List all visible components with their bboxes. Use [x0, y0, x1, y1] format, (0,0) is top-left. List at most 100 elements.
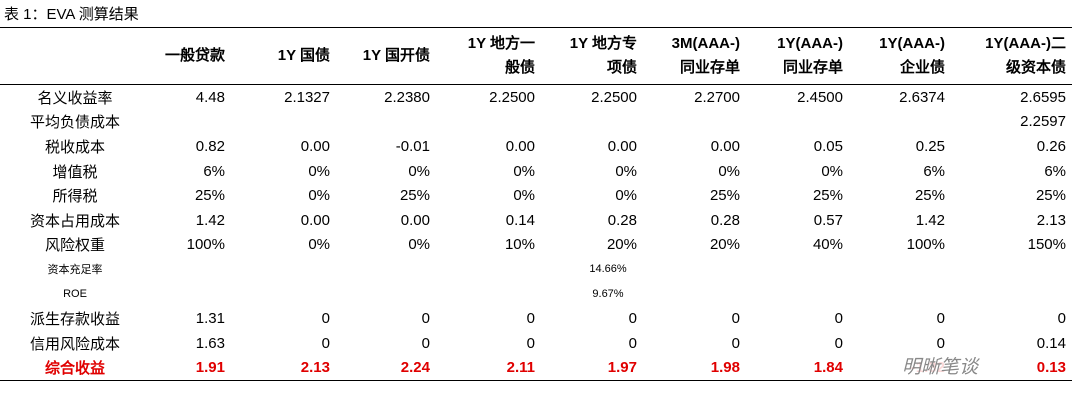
column-header: 1Y 地方一 般债	[467, 35, 535, 76]
table-row: 派生存款收益 1.31 0 0 0 0 0 0 0 0	[0, 306, 1072, 331]
table-row: 风险权重 100% 0% 0% 10% 20% 20% 40% 100% 150%	[0, 233, 1072, 258]
row-label: 综合收益	[44, 360, 105, 378]
empty-cell	[336, 110, 436, 135]
table-cell: 0%	[718, 162, 740, 180]
empty-cell	[150, 110, 231, 135]
table-cell: 25%	[914, 187, 945, 205]
table-cell: 2.2597	[1020, 113, 1066, 131]
table-row: 增值税 6% 0% 0% 0% 0% 0% 0% 6% 6%	[0, 159, 1072, 184]
table-cell: 0.82	[195, 137, 225, 155]
table-cell: 0.00	[400, 211, 430, 229]
table-cell: 0	[628, 334, 637, 352]
table-cell: 0	[321, 334, 330, 352]
table-cell: 0	[526, 334, 535, 352]
table-cell: 1.91	[195, 359, 225, 377]
table-cell: 1.63	[195, 334, 225, 352]
table-cell: -0.01	[395, 137, 430, 155]
table-cell: 2.1327	[284, 88, 330, 106]
table-cell: 2.13	[300, 359, 330, 377]
table-cell: 0%	[513, 187, 535, 205]
table-row: ROE 9.67%	[0, 282, 1072, 307]
table-cell: 0%	[308, 187, 330, 205]
row-label: 风险权重	[44, 237, 105, 255]
row-label: 税收成本	[44, 138, 105, 156]
table-cell: 25%	[194, 187, 225, 205]
table-cell: 2.4500	[797, 88, 843, 106]
table-cell: 0%	[408, 236, 430, 254]
table-cell: 0.25	[915, 137, 945, 155]
table-cell: 0%	[513, 162, 535, 180]
table-cell: 0.00	[300, 211, 330, 229]
table-cell: 0%	[308, 236, 330, 254]
table-cell: 4.48	[195, 88, 225, 106]
column-header: 1Y 国开债	[362, 47, 430, 64]
table-cell: 0.00	[710, 137, 740, 155]
table-cell: 0	[731, 310, 740, 328]
table-row: 资本充足率 14.66%	[0, 257, 1072, 282]
table-cell: 1.42	[195, 211, 225, 229]
table-cell: 0.28	[710, 211, 740, 229]
table-cell: 0%	[408, 162, 430, 180]
column-header: 1Y(AAA-) 企业债	[879, 35, 945, 76]
table-cell: 1.98	[710, 359, 740, 377]
row-label: 平均负债成本	[29, 114, 120, 132]
row-label: 信用风险成本	[29, 335, 120, 353]
row-label: ROE	[63, 288, 87, 301]
watermark: 明晰笔谈	[900, 352, 981, 379]
empty-cell	[541, 110, 643, 135]
row-label: 派生存款收益	[29, 311, 120, 329]
merged-cell: 14.66%	[589, 263, 627, 276]
table-title: 表 1：EVA 测算结果	[4, 6, 139, 23]
merged-cell: 9.67%	[592, 288, 624, 301]
row-label: 资本充足率	[47, 264, 103, 277]
table-row: 名义收益率 4.48 2.1327 2.2380 2.2500 2.2500 2.2700 2…	[0, 85, 1072, 110]
table-cell: 0.14	[1036, 334, 1066, 352]
header-row: 一般贷款 1Y 国债 1Y 国开债 1Y 地方一 般债 1Y 地方专 项债 3M(AAA-…	[0, 27, 1072, 85]
empty-cell	[849, 110, 951, 135]
table-cell: 2.2380	[384, 88, 430, 106]
row-label: 名义收益率	[37, 89, 113, 107]
table-cell: 25%	[709, 187, 740, 205]
table-cell: 0.00	[505, 137, 535, 155]
table-cell: 0.26	[1036, 137, 1066, 155]
table-cell: 2.6595	[1020, 88, 1066, 106]
table-cell: 0%	[821, 162, 843, 180]
table-row: 所得税 25% 0% 25% 0% 0% 25% 25% 25% 25%	[0, 183, 1072, 208]
table-cell: 0%	[615, 162, 637, 180]
table-cell: 25%	[812, 187, 843, 205]
table-cell: 0	[936, 334, 945, 352]
table-cell: 6%	[923, 162, 945, 180]
empty-cell	[231, 110, 336, 135]
table-cell: 100%	[186, 236, 225, 254]
table-cell: 40%	[812, 236, 843, 254]
table-cell: 1.31	[195, 310, 225, 328]
table-cell: 0	[731, 334, 740, 352]
table-cell: 0	[834, 334, 843, 352]
table-cell: 20%	[709, 236, 740, 254]
empty-cell	[436, 110, 541, 135]
table-cell: 0.57	[813, 211, 843, 229]
table-cell: 0%	[308, 162, 330, 180]
table-cell: 2.24	[400, 359, 430, 377]
column-header: 一般贷款	[164, 47, 225, 64]
table-cell: 1.42	[915, 211, 945, 229]
table-cell: 2.2500	[591, 88, 637, 106]
column-header: 1Y 地方专 项债	[569, 35, 637, 76]
empty-cell	[746, 110, 849, 135]
table-cell: 0.14	[505, 211, 535, 229]
table-cell: 0.00	[607, 137, 637, 155]
table-cell: 2.11	[506, 359, 535, 377]
column-header: 3M(AAA-) 同业存单	[671, 35, 740, 76]
table-cell: 2.13	[1036, 211, 1066, 229]
table-head: 一般贷款 1Y 国债 1Y 国开债 1Y 地方一 般债 1Y 地方专 项债 3M(AAA-…	[0, 27, 1072, 85]
table-cell: 0.00	[300, 137, 330, 155]
column-header: 1Y(AAA-) 同业存单	[777, 35, 843, 76]
row-label: 资本占用成本	[29, 212, 120, 230]
table-cell: 1.84	[813, 359, 843, 377]
table-cell: 0	[421, 334, 430, 352]
corner-cell	[0, 28, 150, 85]
table-cell: 2.6374	[899, 88, 945, 106]
table-cell: 25%	[399, 187, 430, 205]
table-cell: 1.97	[607, 359, 637, 377]
